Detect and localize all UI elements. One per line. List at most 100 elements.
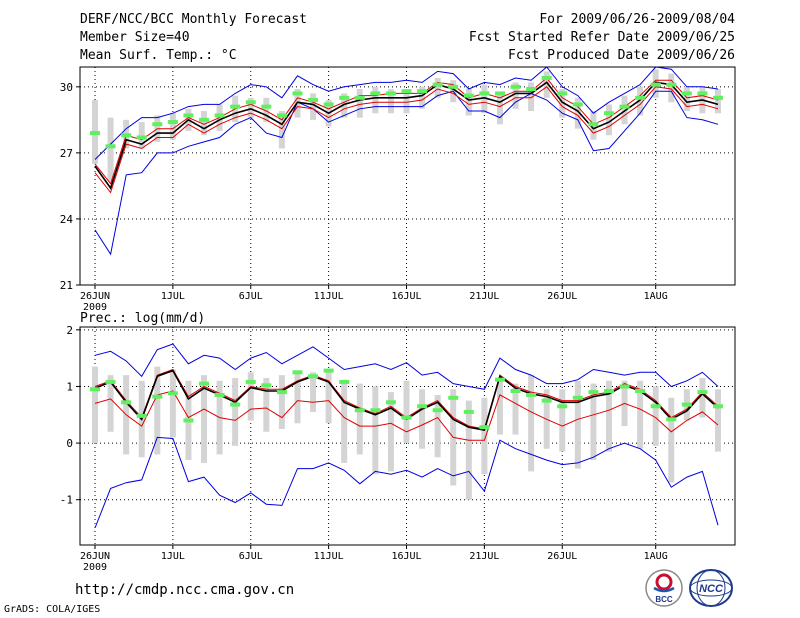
median-marker: [635, 388, 646, 393]
median-marker: [432, 82, 443, 87]
median-marker: [588, 390, 599, 395]
variable-label: Mean Surf. Temp.: °C: [80, 48, 237, 63]
spread-box: [496, 93, 503, 125]
median-marker: [494, 377, 505, 382]
median-marker: [697, 390, 708, 395]
series-line-p25: [94, 86, 719, 194]
member-size: Member Size=40: [80, 30, 190, 45]
spread-box: [481, 397, 488, 475]
median-marker: [167, 391, 178, 396]
x-tick-label: 26JUL: [547, 291, 577, 302]
spread-box: [715, 389, 721, 452]
plot-frame: [79, 66, 736, 286]
median-marker: [354, 408, 365, 413]
spread-box: [403, 89, 410, 114]
spread-box: [232, 377, 239, 446]
spread-box: [107, 117, 114, 182]
median-marker: [152, 394, 163, 399]
median-marker: [713, 95, 723, 100]
median-marker: [603, 388, 614, 393]
y-tick-label: 27: [60, 147, 73, 160]
spread-box: [605, 380, 612, 452]
spread-box: [528, 375, 535, 472]
spread-box: [169, 113, 176, 140]
spread-box: [715, 89, 721, 114]
spread-box: [637, 86, 644, 116]
median-marker: [339, 95, 350, 100]
median-marker: [385, 91, 396, 96]
median-marker: [479, 91, 490, 96]
median-marker: [121, 133, 132, 138]
median-marker: [385, 400, 396, 405]
spread-box: [169, 369, 176, 438]
median-marker: [572, 395, 583, 400]
spread-box: [356, 89, 363, 118]
median-marker: [572, 102, 583, 107]
precipitation-plot: -1 0 1 2 26JUN 1JUL 6JUL 11JUL 16JUL 21JUL 26JUL 1A…: [60, 311, 736, 573]
spread-box: [154, 366, 161, 455]
series-line-min: [94, 436, 719, 529]
spread-box: [434, 394, 441, 458]
grads-credit: GrADS: COLA/IGES: [4, 604, 101, 615]
median-marker: [557, 91, 568, 96]
spread-box: [605, 104, 612, 136]
spread-box: [434, 78, 441, 98]
x-tick-label: 11JUL: [314, 291, 344, 302]
median-marker: [261, 383, 272, 388]
median-marker: [370, 408, 381, 413]
plot-frame: [79, 326, 736, 546]
x-tick-label: 21JUL: [469, 551, 499, 562]
spread-box: [403, 380, 410, 444]
spread-box: [637, 380, 644, 449]
spread-box: [668, 397, 675, 483]
spread-box: [278, 375, 285, 429]
x-tick-label: 26JUN: [80, 551, 110, 562]
median-marker: [354, 95, 365, 100]
y-tick-label: 30: [60, 81, 73, 94]
median-marker: [167, 120, 178, 125]
spread-box: [683, 86, 690, 112]
temperature-plot: 21 24 27 30 26JUN 1JUL 6JUL 11JUL 16JUL 21JUL 26JU…: [60, 66, 736, 313]
median-marker: [650, 404, 661, 409]
median-marker: [230, 104, 241, 109]
median-marker: [463, 409, 474, 414]
median-marker: [105, 144, 116, 149]
source-url[interactable]: http://cmdp.ncc.cma.gov.cn: [75, 582, 295, 598]
spread-box: [574, 380, 581, 469]
panel-subtitle: Prec.: log(mm/d): [80, 311, 205, 326]
series-line-min: [94, 66, 719, 160]
spread-box: [481, 84, 488, 114]
spread-box: [512, 383, 519, 435]
spread-box: [278, 111, 285, 149]
median-marker: [136, 135, 147, 140]
spread-box: [201, 111, 208, 136]
spread-box: [263, 377, 270, 432]
spread-box: [559, 89, 566, 118]
median-marker: [292, 370, 303, 375]
spread-box: [699, 377, 706, 418]
y-tick-label: 21: [60, 279, 73, 292]
spread-box: [559, 389, 566, 452]
median-marker: [448, 84, 459, 89]
median-marker: [697, 91, 708, 96]
median-marker: [276, 390, 287, 395]
y-tick-label: 24: [60, 213, 74, 226]
ncc-logo: NCC: [689, 569, 733, 607]
median-marker: [323, 102, 334, 107]
spread-box: [356, 383, 363, 455]
spread-box: [201, 375, 208, 463]
median-marker: [214, 113, 225, 118]
y-tick-label: 1: [66, 380, 73, 393]
spread-box: [247, 97, 254, 118]
bcc-logo: BCC: [645, 569, 683, 607]
series-line-p75: [94, 77, 719, 185]
median-marker: [199, 117, 210, 122]
spread-box: [341, 380, 348, 463]
ncc-logo-text: NCC: [699, 583, 724, 595]
x-tick-label: 6JUL: [239, 291, 263, 302]
median-marker: [121, 400, 132, 405]
median-marker: [214, 392, 225, 397]
spread-box: [574, 97, 581, 129]
spread-box: [465, 89, 472, 116]
